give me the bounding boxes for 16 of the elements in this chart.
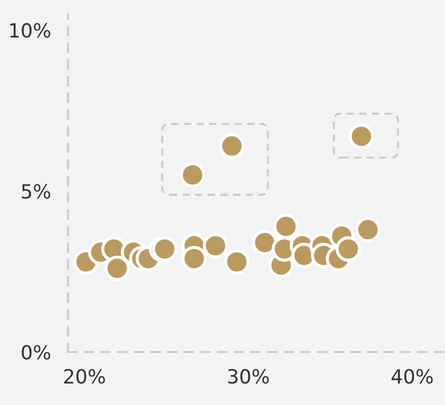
point — [355, 216, 381, 242]
point — [224, 249, 250, 275]
point — [273, 214, 299, 240]
y-tick-label: 10% — [10, 23, 50, 38]
point — [252, 230, 278, 256]
x-tick-label: 30% — [228, 369, 269, 384]
point — [181, 246, 207, 272]
y-tick-label: 5% — [22, 184, 50, 199]
point — [180, 162, 206, 188]
x-tick-label: 20% — [64, 369, 105, 384]
x-tick-label: 40% — [392, 369, 433, 384]
y-tick-label: 0% — [22, 344, 50, 360]
point — [219, 133, 245, 159]
point — [104, 256, 130, 282]
point — [202, 233, 228, 258]
point — [336, 236, 362, 262]
